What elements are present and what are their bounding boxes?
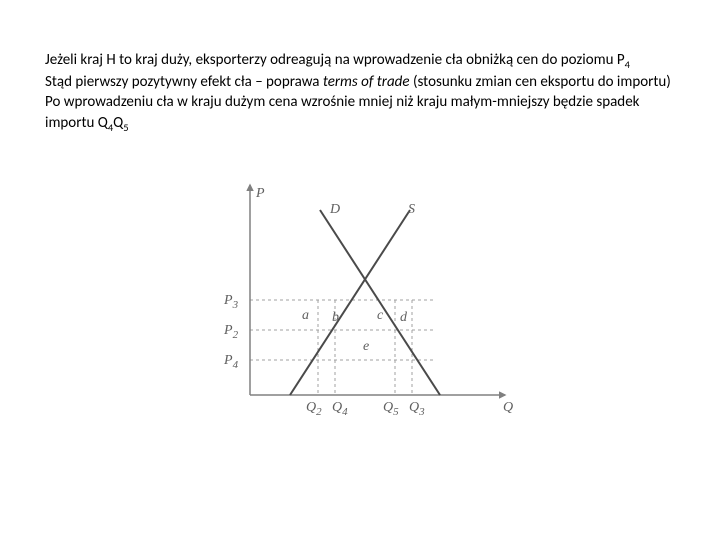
diagram-container: P Q D S P3 P2 P4 Q2 Q4 Q5 Q3 a b c d e bbox=[45, 170, 675, 430]
svg-text:P3: P3 bbox=[223, 293, 239, 311]
supply-demand-diagram: P Q D S P3 P2 P4 Q2 Q4 Q5 Q3 a b c d e bbox=[195, 170, 525, 430]
svg-text:Q4: Q4 bbox=[332, 400, 348, 418]
text-line3a: Po wprowadzeniu cła w kraju dużym cena w… bbox=[45, 93, 639, 131]
text-line2c: (stosunku zmian cen eksportu do importu) bbox=[410, 73, 671, 91]
svg-text:e: e bbox=[363, 339, 369, 354]
text-line1a: Jeżeli kraj H to kraj duży, eksporterzy … bbox=[45, 51, 625, 69]
text-sub3d: 5 bbox=[123, 121, 128, 134]
text-line2a: Stąd pierwszy pozytywny efekt cła – popr… bbox=[45, 73, 323, 91]
svg-text:S: S bbox=[408, 202, 415, 217]
svg-text:P: P bbox=[255, 186, 265, 201]
description-text: Jeżeli kraj H to kraj duży, eksporterzy … bbox=[45, 50, 675, 135]
svg-text:Q3: Q3 bbox=[409, 400, 425, 418]
svg-text:Q5: Q5 bbox=[383, 400, 399, 418]
svg-text:D: D bbox=[329, 202, 340, 217]
svg-text:P2: P2 bbox=[223, 323, 239, 341]
svg-text:b: b bbox=[332, 310, 339, 325]
text-line3c: Q bbox=[113, 114, 123, 132]
svg-text:a: a bbox=[302, 308, 309, 323]
text-line2b: terms of trade bbox=[323, 73, 410, 91]
svg-text:Q: Q bbox=[503, 400, 513, 415]
svg-text:c: c bbox=[377, 308, 384, 323]
svg-text:Q2: Q2 bbox=[306, 400, 322, 418]
text-sub1: 4 bbox=[625, 58, 630, 71]
svg-text:P4: P4 bbox=[223, 353, 239, 371]
svg-text:d: d bbox=[400, 310, 408, 325]
